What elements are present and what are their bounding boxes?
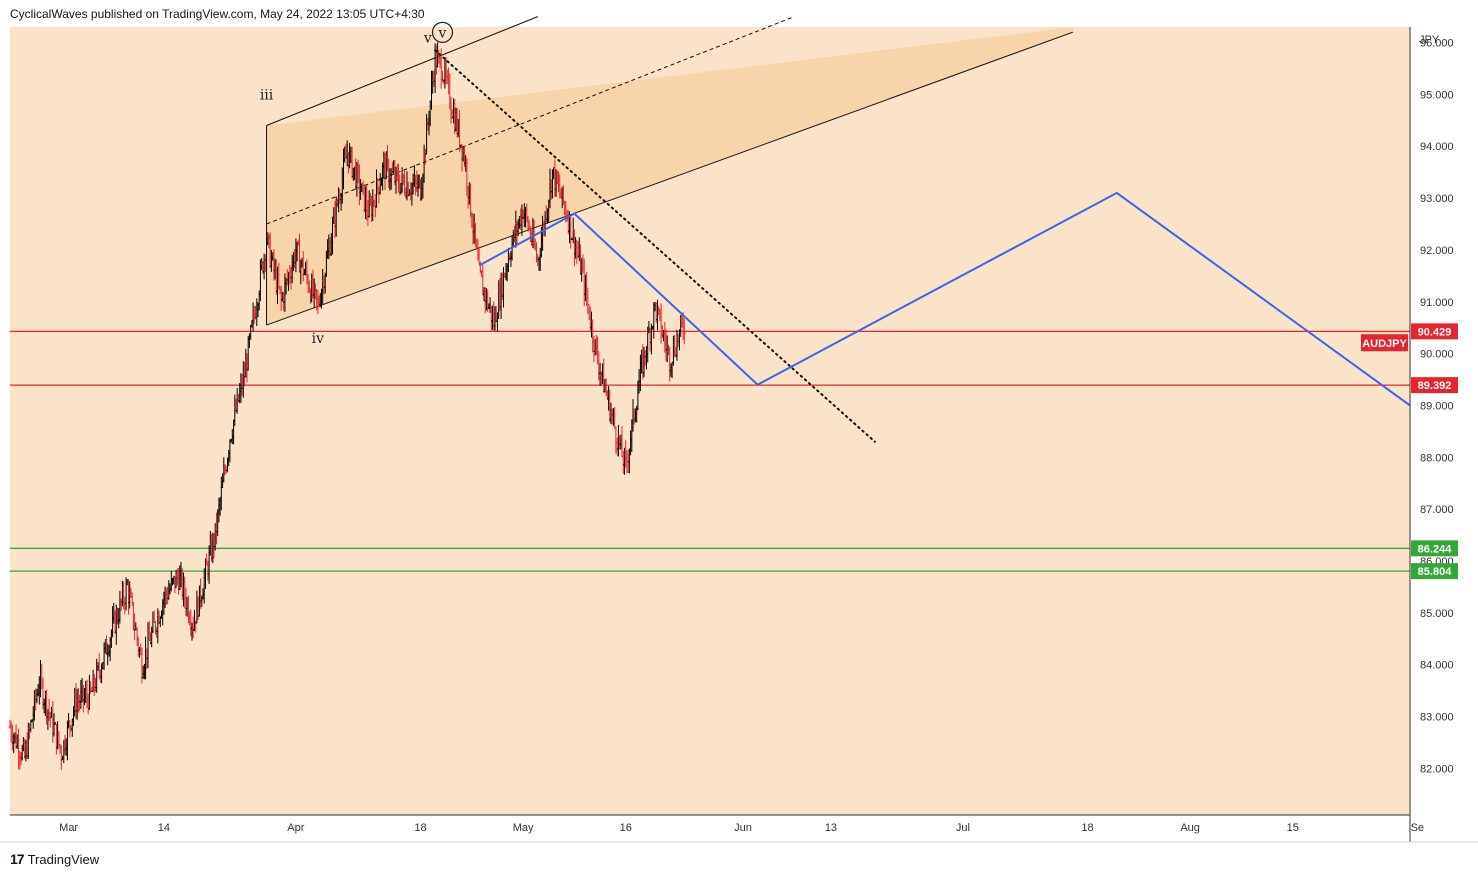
channel-fill [266, 27, 1073, 326]
price-badge-label: 86.244 [1418, 543, 1453, 555]
price-badge[interactable] [1411, 540, 1458, 557]
y-tick-label: 96.000 [1420, 38, 1454, 50]
y-tick-label: 94.000 [1420, 141, 1454, 153]
x-tick-label: Aug [1180, 822, 1200, 834]
y-tick-label: 84.000 [1420, 660, 1454, 672]
y-tick-label: 91.000 [1420, 297, 1454, 309]
x-tick-label: 16 [620, 822, 632, 834]
wave-label-iii: iii [260, 88, 274, 104]
price-badge-label: 89.392 [1418, 380, 1452, 392]
axis-currency: JPY [1419, 34, 1440, 46]
x-tick-label: Se [1411, 822, 1424, 834]
tradingview-logo-icon: 17 [10, 851, 25, 867]
y-tick-label: 85.000 [1420, 608, 1454, 620]
wave-circle [431, 21, 454, 43]
y-tick-label: 88.000 [1420, 452, 1454, 464]
price-badge[interactable] [1411, 563, 1458, 580]
y-tick-label: 95.000 [1420, 89, 1454, 101]
wave-label-v: v [437, 25, 446, 41]
x-tick-label: Jul [956, 822, 970, 834]
price-badge-label: 90.429 [1418, 326, 1452, 338]
brand-name: TradingView [27, 851, 100, 867]
y-tick-label: 89.000 [1420, 400, 1454, 412]
symbol-badge-label: AUDJPY [1362, 338, 1407, 350]
x-tick-label: Apr [287, 822, 304, 834]
dotted-trendline[interactable] [434, 49, 876, 443]
parallel-channel[interactable] [266, 16, 1073, 326]
y-tick-label: 87.000 [1420, 504, 1454, 516]
y-tick-label: 82.000 [1420, 763, 1454, 775]
x-tick-label: 14 [158, 822, 170, 834]
drawing-overlays[interactable]: iii iv v v [260, 21, 1411, 443]
x-tick-label: May [513, 822, 534, 834]
y-tick-label: 93.000 [1420, 193, 1454, 205]
y-tick-label: 90.000 [1420, 349, 1454, 361]
y-tick-label: 83.000 [1420, 712, 1454, 724]
candlestick-series [8, 42, 686, 770]
price-badge-label: 85.804 [1418, 566, 1453, 578]
projection-path[interactable] [478, 191, 1411, 407]
x-tick-label: 15 [1287, 822, 1299, 834]
price-badge[interactable] [1411, 323, 1458, 340]
time-axis[interactable]: Mar 14 Apr 18 May 16 Jun 13 Jul 18 Aug 15 Se [0, 814, 1478, 843]
footer-brand[interactable]: 17 TradingView [10, 851, 99, 867]
x-tick-label: 18 [414, 822, 426, 834]
x-tick-label: 13 [825, 822, 837, 834]
y-tick-label: 92.000 [1420, 245, 1454, 257]
x-tick-label: Mar [59, 822, 78, 834]
wave-label-iv: iv [312, 331, 324, 347]
wave-label-v: v [423, 31, 432, 47]
symbol-badge[interactable] [1361, 334, 1408, 352]
x-tick-label: 18 [1081, 822, 1093, 834]
x-tick-label: Jun [734, 822, 752, 834]
publish-info: CyclicalWaves published on TradingView.c… [10, 7, 425, 21]
channel-lower-line[interactable] [266, 31, 1073, 326]
channel-upper-line[interactable] [266, 16, 538, 126]
price-badge[interactable] [1411, 377, 1458, 394]
channel-mid-line[interactable] [266, 16, 795, 225]
